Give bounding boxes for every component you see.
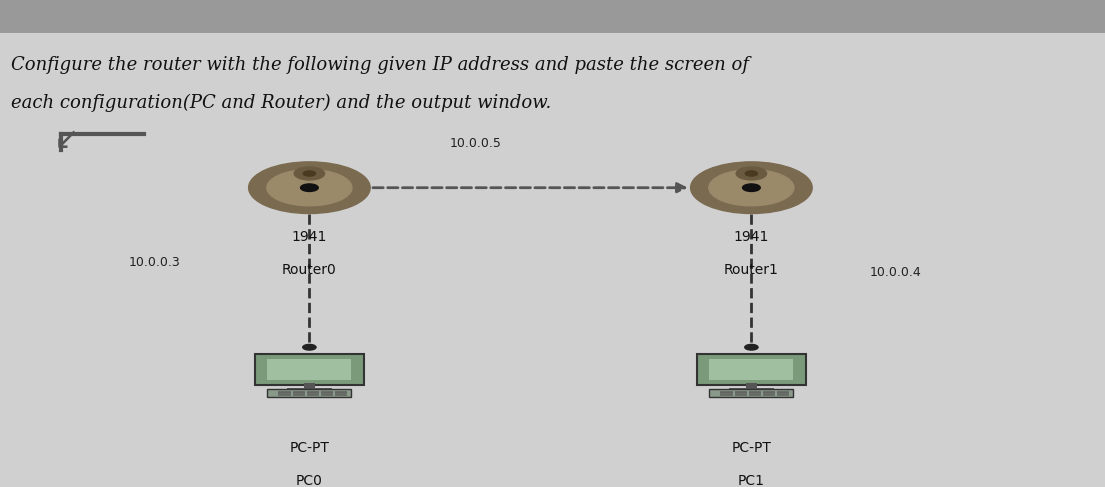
Text: 10.0.0.4: 10.0.0.4 (870, 266, 920, 279)
FancyBboxPatch shape (267, 359, 351, 380)
FancyBboxPatch shape (293, 391, 304, 392)
FancyBboxPatch shape (307, 394, 318, 395)
FancyBboxPatch shape (735, 391, 746, 392)
FancyBboxPatch shape (746, 383, 757, 388)
FancyBboxPatch shape (749, 394, 760, 395)
FancyBboxPatch shape (749, 391, 760, 392)
Text: PC0: PC0 (296, 474, 323, 487)
FancyBboxPatch shape (335, 394, 346, 395)
Circle shape (294, 167, 325, 180)
Circle shape (691, 162, 812, 213)
Text: 1941: 1941 (292, 230, 327, 244)
FancyBboxPatch shape (293, 394, 304, 395)
Text: each configuration(PC and Router) and the output window.: each configuration(PC and Router) and th… (11, 94, 551, 112)
Circle shape (301, 184, 318, 191)
Circle shape (745, 344, 758, 350)
Text: PC1: PC1 (738, 474, 765, 487)
Text: Router0: Router0 (282, 263, 337, 277)
Text: PC-PT: PC-PT (290, 441, 329, 455)
FancyBboxPatch shape (735, 394, 746, 395)
FancyBboxPatch shape (777, 394, 788, 395)
FancyBboxPatch shape (729, 388, 774, 390)
FancyBboxPatch shape (697, 354, 806, 385)
Text: Router1: Router1 (724, 263, 779, 277)
FancyBboxPatch shape (255, 354, 364, 385)
Circle shape (249, 162, 370, 213)
Circle shape (304, 171, 316, 176)
FancyBboxPatch shape (320, 391, 332, 392)
FancyBboxPatch shape (720, 394, 732, 395)
FancyBboxPatch shape (335, 391, 346, 392)
Text: 10.0.0.5: 10.0.0.5 (450, 137, 501, 150)
FancyBboxPatch shape (709, 359, 793, 380)
FancyBboxPatch shape (304, 383, 315, 388)
Circle shape (709, 169, 794, 206)
Circle shape (267, 169, 352, 206)
FancyBboxPatch shape (320, 394, 332, 395)
Circle shape (746, 171, 758, 176)
Text: ↙: ↙ (53, 126, 80, 155)
Text: PC-PT: PC-PT (732, 441, 771, 455)
FancyBboxPatch shape (762, 391, 773, 392)
FancyBboxPatch shape (287, 388, 332, 390)
Circle shape (743, 184, 760, 191)
FancyBboxPatch shape (307, 391, 318, 392)
FancyBboxPatch shape (709, 390, 793, 397)
FancyBboxPatch shape (720, 391, 732, 392)
Text: Configure the router with the following given IP address and paste the screen of: Configure the router with the following … (11, 56, 749, 75)
FancyBboxPatch shape (278, 391, 290, 392)
FancyBboxPatch shape (267, 390, 351, 397)
FancyBboxPatch shape (278, 394, 290, 395)
FancyBboxPatch shape (0, 0, 1105, 33)
Circle shape (736, 167, 767, 180)
Text: 10.0.0.3: 10.0.0.3 (129, 256, 180, 269)
Text: 1941: 1941 (734, 230, 769, 244)
FancyBboxPatch shape (777, 391, 788, 392)
Circle shape (303, 344, 316, 350)
FancyBboxPatch shape (762, 394, 773, 395)
